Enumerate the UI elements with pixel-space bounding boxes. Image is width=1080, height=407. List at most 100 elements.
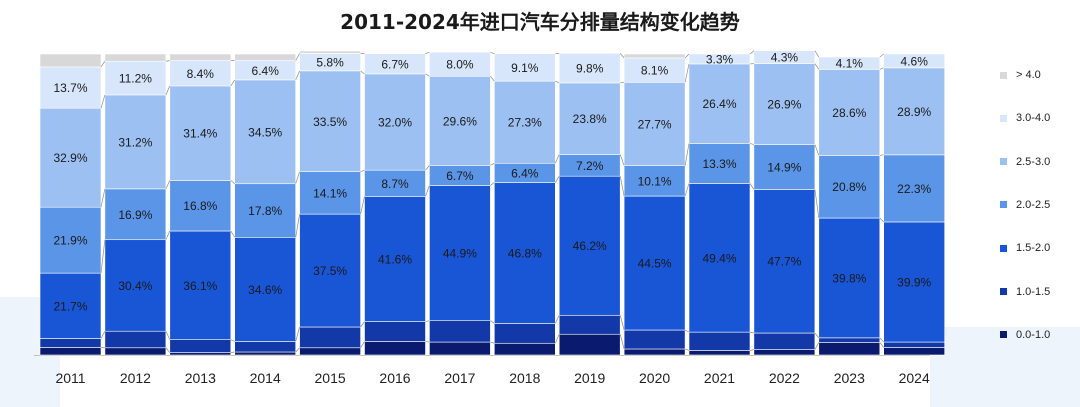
bar-segment <box>39 66 102 109</box>
series-connector-line <box>554 315 560 324</box>
series-connector-line <box>425 165 430 171</box>
x-tick-label: 2013 <box>185 370 216 386</box>
bar-segment <box>39 206 102 274</box>
legend-swatch <box>1000 288 1007 295</box>
data-label: 29.6% <box>443 114 477 128</box>
bar-segment <box>104 347 167 356</box>
series-connector-line <box>814 342 820 350</box>
bar-segment <box>169 339 232 353</box>
bar-segment <box>688 350 751 356</box>
series-connector-line <box>425 73 430 77</box>
series-connector-line <box>619 53 625 59</box>
series-connector-line <box>684 329 690 333</box>
bar-segment <box>623 53 686 59</box>
bar-segment <box>364 73 426 171</box>
legend-swatch <box>1000 244 1007 252</box>
series-connector-line <box>619 176 625 197</box>
series-connector-line <box>425 341 430 343</box>
data-label: 46.8% <box>508 246 542 260</box>
x-tick-label: 2024 <box>899 370 930 386</box>
bar-segment <box>818 155 881 219</box>
legend-label: 1.0-1.5 <box>1016 285 1051 298</box>
data-label: 8.1% <box>641 64 669 78</box>
series-connector-line <box>295 214 300 238</box>
data-label: 46.2% <box>573 239 607 253</box>
data-label: 4.1% <box>836 57 864 71</box>
series-connector-line <box>295 171 300 184</box>
bar-segment <box>169 180 232 232</box>
bar-segment <box>234 341 296 353</box>
data-label: 16.8% <box>183 199 217 213</box>
bar-segment <box>558 82 621 155</box>
bar-segment <box>234 53 296 61</box>
series-connector-line <box>555 176 560 183</box>
series-connector-line <box>749 349 754 351</box>
series-connector-line <box>360 196 365 215</box>
bar-segment <box>429 185 491 321</box>
data-label: 34.6% <box>248 283 282 297</box>
bar-segment <box>104 60 167 96</box>
bar-segment <box>558 333 621 356</box>
data-label: 13.7% <box>53 81 87 95</box>
data-label: 49.4% <box>702 251 736 265</box>
legend-label: 3.0-4.0 <box>1016 112 1051 125</box>
series-connector-line <box>554 154 560 164</box>
bar-segment <box>558 53 621 84</box>
series-connector-line <box>490 341 495 344</box>
series-connector-line <box>814 332 820 339</box>
data-label: 11.2% <box>119 72 152 86</box>
bar-segment <box>104 53 167 62</box>
series-connector-line <box>295 326 300 342</box>
bar-segment <box>429 75 491 166</box>
data-label: 22.3% <box>897 182 931 196</box>
bar-segment <box>39 347 102 356</box>
bar-segment <box>688 183 751 333</box>
series-connector-line <box>100 239 106 274</box>
data-label: 17.8% <box>248 204 282 218</box>
bar-segment <box>169 53 232 61</box>
bar-segment <box>818 217 881 339</box>
legend-swatch <box>1000 331 1007 339</box>
bar-segment <box>688 63 751 144</box>
bar-segment <box>558 175 621 316</box>
series-connector-line <box>879 67 884 70</box>
series-connector-line <box>684 183 690 197</box>
bar-segment <box>299 326 361 349</box>
data-label: 4.6% <box>901 54 929 68</box>
x-tick-label: 2023 <box>834 370 865 386</box>
x-tick-label: 2019 <box>574 370 605 386</box>
series-connector-line <box>490 182 495 186</box>
series-connector-line <box>165 180 171 189</box>
data-label: 36.1% <box>183 279 217 293</box>
bar-segment <box>753 189 816 334</box>
bar-segment <box>169 60 232 87</box>
bar-segment <box>818 69 881 156</box>
data-label: 16.9% <box>118 208 152 222</box>
series-connector-line <box>425 320 430 322</box>
bar-segment <box>39 107 102 208</box>
series-connector-line <box>230 339 235 342</box>
data-label: 27.7% <box>638 117 672 131</box>
bar-segment <box>753 50 816 64</box>
bar-segment <box>299 70 361 172</box>
legend-item: 2.5-3.0 <box>1000 155 1050 169</box>
series-connector-line <box>100 94 106 109</box>
data-label: 26.9% <box>767 98 801 112</box>
data-label: 5.8% <box>316 56 344 70</box>
data-label: 26.4% <box>702 97 736 111</box>
series-connector-line <box>814 63 820 70</box>
data-label: 21.7% <box>53 299 87 313</box>
bar-segment <box>753 332 816 350</box>
data-label: 10.1% <box>638 174 672 188</box>
series-connector-line <box>749 183 755 190</box>
series-connector-line <box>814 50 820 58</box>
series-connector-line <box>684 348 690 351</box>
bar-segment <box>623 348 686 356</box>
bar-segment <box>493 80 556 164</box>
x-tick-label: 2012 <box>120 370 151 386</box>
legend-item: 2.0-2.5 <box>1000 198 1050 212</box>
series-connector-line <box>230 230 235 238</box>
series-connector-line <box>879 337 884 343</box>
bar-segment <box>493 323 556 344</box>
